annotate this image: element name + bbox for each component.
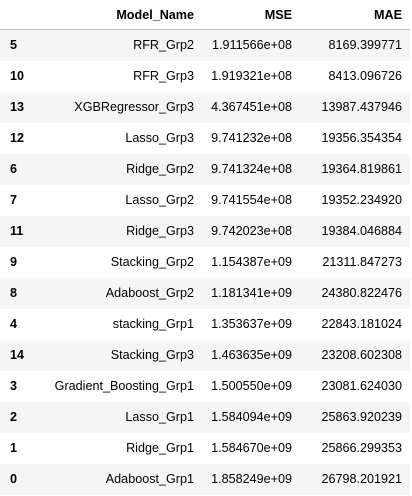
table-row: 0 Adaboost_Grp1 1.858249e+09 26798.201921 [0,463,410,495]
table-row: 4 stacking_Grp1 1.353637e+09 22843.181024 [0,309,410,340]
table-header: Model_Name MSE MAE [0,0,410,30]
mse-cell: 4.367451e+08 [211,100,292,114]
mse-cell: 9.741324e+08 [211,162,292,176]
mae-cell: 19356.354354 [321,131,402,145]
table-row: 14 Stacking_Grp3 1.463635e+09 23208.602308 [0,339,410,371]
model-name-cell: Adaboost_Grp2 [105,286,194,300]
row-index: 8 [10,286,18,300]
row-index: 7 [10,193,18,207]
mae-cell: 19364.819861 [321,162,402,176]
mse-cell: 1.463635e+09 [211,348,292,362]
table-row: 5 RFR_Grp2 1.911566e+08 8169.399771 [0,29,410,61]
mae-cell: 25863.920239 [321,410,402,424]
mse-cell: 9.741554e+08 [211,193,292,207]
header-row: Model_Name MSE MAE [0,0,410,30]
table-row: 8 Adaboost_Grp2 1.181341e+09 24380.822476 [0,277,410,309]
mae-cell: 19352.234920 [321,193,402,207]
model-name-cell: Ridge_Grp3 [126,224,194,238]
table-row: 7 Lasso_Grp2 9.741554e+08 19352.234920 [0,185,410,216]
mae-cell: 26798.201921 [321,472,402,486]
model-name-cell: Adaboost_Grp1 [105,472,194,486]
mae-cell: 24380.822476 [321,286,402,300]
mse-cell: 1.154387e+09 [211,255,292,269]
mae-cell: 8413.096726 [328,69,402,83]
model-name-cell: Lasso_Grp2 [125,193,194,207]
table-row: 2 Lasso_Grp1 1.584094e+09 25863.920239 [0,401,410,433]
table-row: 9 Stacking_Grp2 1.154387e+09 21311.847273 [0,247,410,278]
model-name-cell: stacking_Grp1 [112,317,194,331]
mae-cell: 25866.299353 [321,441,402,455]
mse-header: MSE [202,0,300,30]
model-name-cell: XGBRegressor_Grp3 [74,100,194,114]
table-row: 3 Gradient_Boosting_Grp1 1.500550e+09 23081… [0,371,410,402]
row-index: 0 [10,472,18,486]
mse-cell: 1.919321e+08 [211,69,292,83]
table-row: 12 Lasso_Grp3 9.741232e+08 19356.354354 [0,123,410,154]
row-index: 10 [10,69,25,83]
mse-cell: 1.911566e+08 [212,38,292,53]
row-index: 12 [10,131,25,145]
row-index: 9 [10,255,18,269]
model-name-cell: Ridge_Grp2 [126,162,194,176]
table-row: 6 Ridge_Grp2 9.741324e+08 19364.819861 [0,153,410,185]
model-name-cell: Ridge_Grp1 [126,441,194,455]
table-row: 1 Ridge_Grp1 1.584670e+09 25866.299353 [0,433,410,464]
table-body: 5 RFR_Grp2 1.911566e+08 8169.399771 10 RFR_Gr… [0,29,410,495]
model-name-cell: Stacking_Grp2 [110,255,194,269]
model-name-cell: Lasso_Grp3 [125,131,194,145]
mse-cell: 1.584094e+09 [211,410,292,424]
row-index: 13 [10,100,25,114]
model-name-cell: Stacking_Grp3 [110,348,194,362]
mae-cell: 22843.181024 [321,317,402,331]
mse-cell: 1.584670e+09 [211,441,292,455]
mse-cell: 1.181341e+09 [211,286,292,300]
row-index: 6 [10,162,18,176]
row-index: 5 [10,38,18,53]
table-row: 10 RFR_Grp3 1.919321e+08 8413.096726 [0,61,410,92]
model-name-cell: Gradient_Boosting_Grp1 [54,379,194,393]
row-index: 11 [10,224,24,238]
mae-cell: 8169.399771 [328,38,402,53]
mae-header: MAE [300,0,410,30]
mse-cell: 9.742023e+08 [211,224,292,238]
model-name-header: Model_Name [32,0,202,30]
table-row: 13 XGBRegressor_Grp3 4.367451e+08 13987.437… [0,91,410,123]
model-name-cell: RFR_Grp2 [133,38,194,53]
mae-cell: 21311.847273 [322,255,402,269]
mse-cell: 9.741232e+08 [211,131,292,145]
mae-cell: 23208.602308 [321,348,402,362]
model-name-cell: RFR_Grp3 [133,69,194,83]
index-header [0,0,32,30]
mae-cell: 23081.624030 [321,379,402,393]
mse-cell: 1.858249e+09 [211,472,292,486]
mae-cell: 13987.437946 [321,100,402,114]
row-index: 14 [10,348,25,362]
mae-cell: 19384.046884 [321,224,402,238]
row-index: 3 [10,379,18,393]
table-row: 11 Ridge_Grp3 9.742023e+08 19384.046884 [0,215,410,247]
row-index: 1 [10,441,18,455]
row-index: 4 [10,317,18,331]
row-index: 2 [10,410,18,424]
mse-cell: 1.353637e+09 [211,317,292,331]
model-name-cell: Lasso_Grp1 [125,410,194,424]
mse-cell: 1.500550e+09 [211,379,292,393]
